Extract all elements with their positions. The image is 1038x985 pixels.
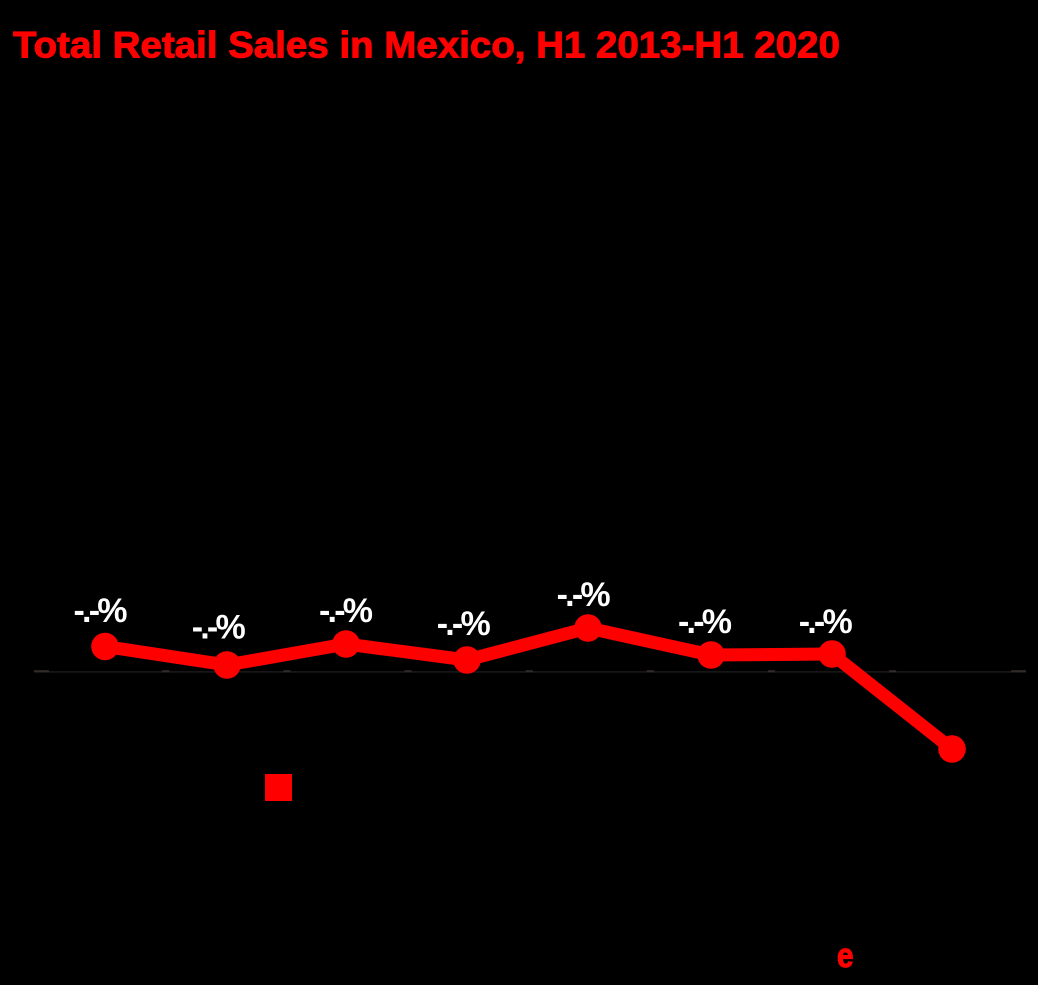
svg-text:-.-%: -.-% — [437, 605, 491, 643]
svg-text:-.-%: -.-% — [319, 592, 373, 630]
svg-text:-.-%: -.-% — [799, 603, 853, 641]
svg-text:Total Retail Sales in Mexico,: Total Retail Sales in Mexico, H1 2013-H1… — [13, 25, 840, 66]
svg-text:-.-%: -.-% — [74, 592, 128, 630]
svg-text:e: e — [837, 937, 854, 975]
svg-text:-.-%: -.-% — [678, 603, 732, 641]
svg-text:-.-%: -.-% — [192, 609, 246, 647]
svg-text:-.-%: -.-% — [557, 576, 611, 614]
